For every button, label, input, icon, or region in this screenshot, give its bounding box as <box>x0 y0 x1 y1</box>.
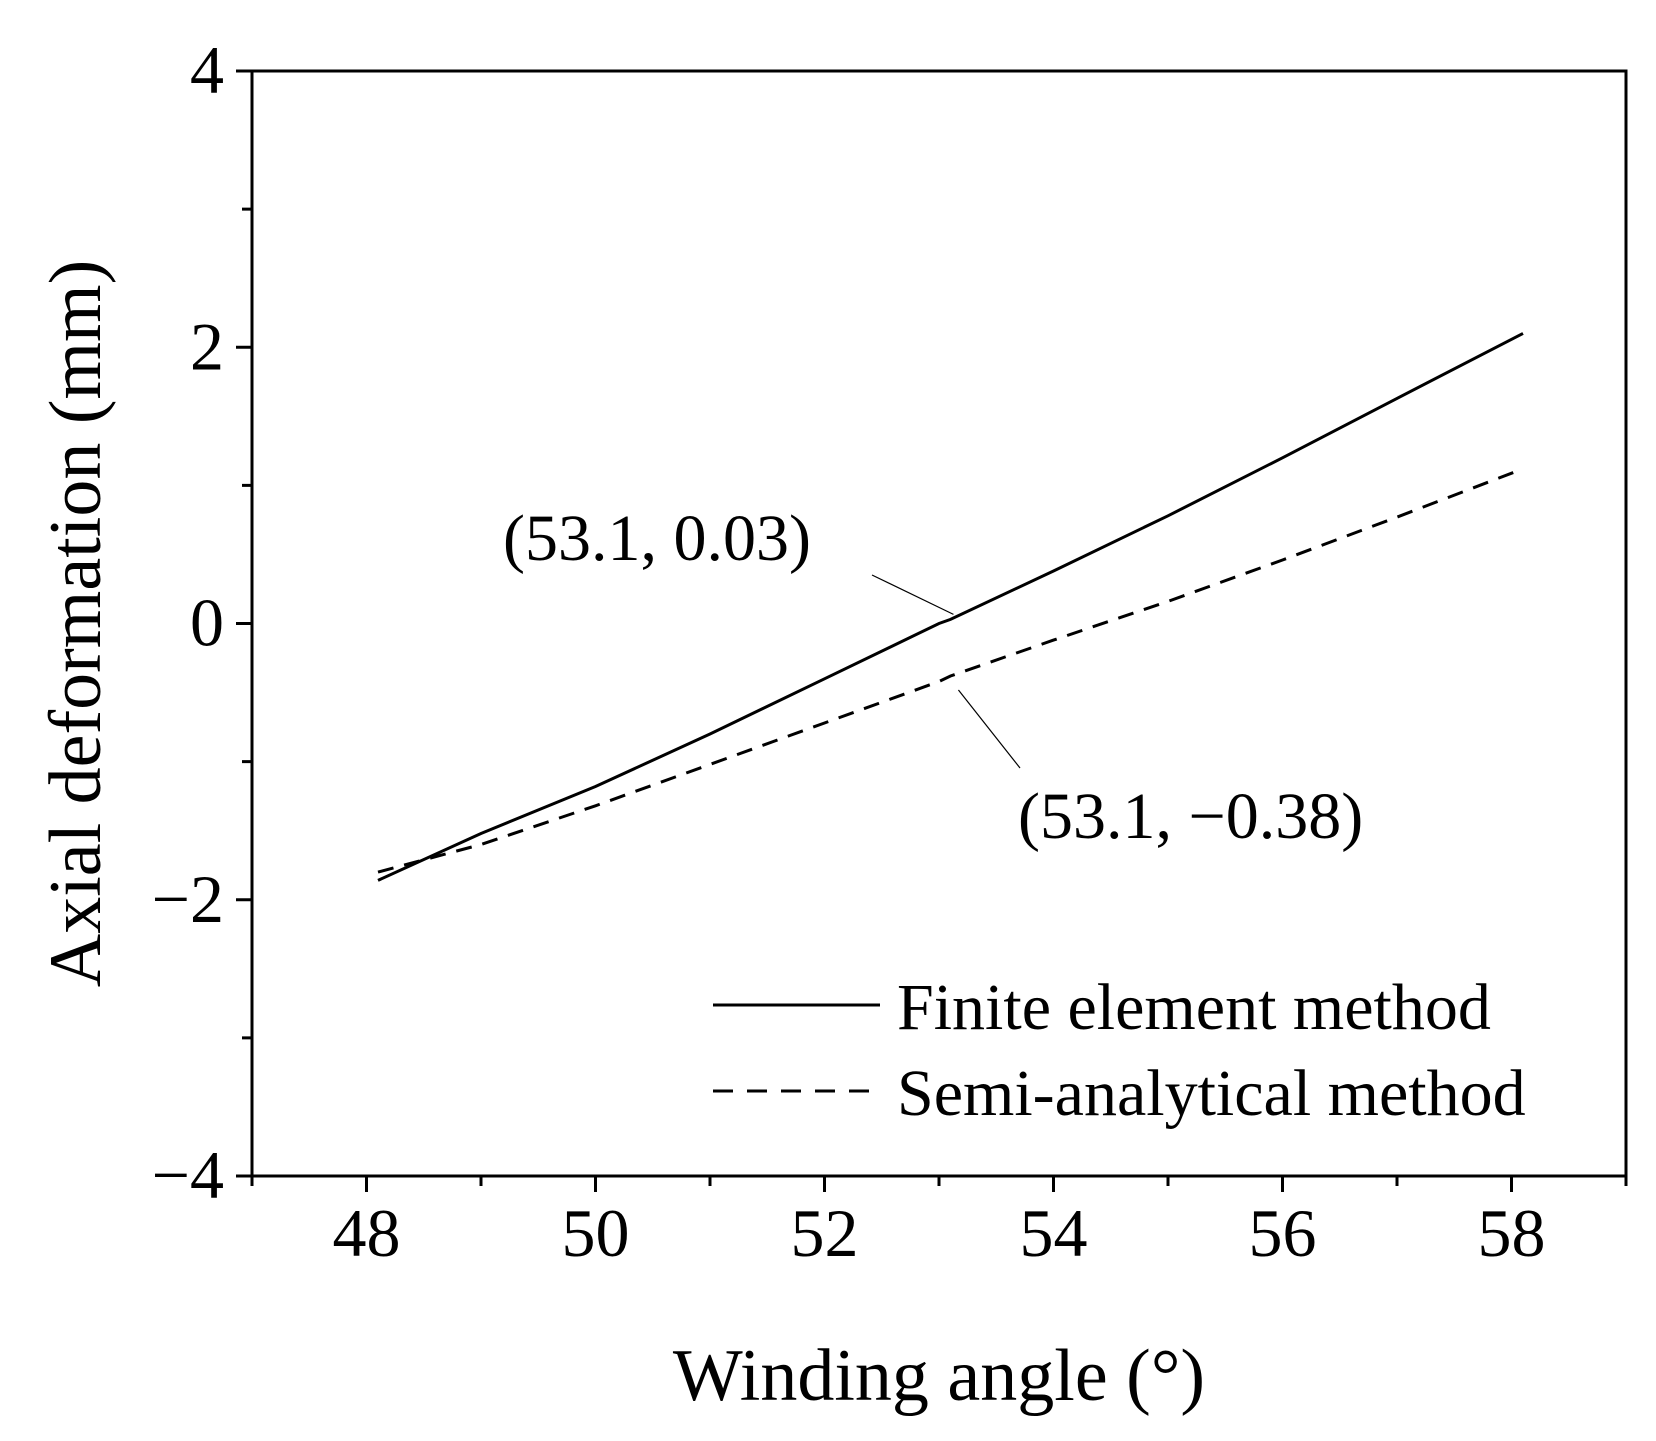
y-tick-label: −4 <box>152 1137 224 1213</box>
x-axis-title: Winding angle (°) <box>673 1335 1205 1417</box>
x-tick-label: 48 <box>333 1195 401 1271</box>
plot-frame <box>250 69 1628 1178</box>
annotation-leader-upper <box>871 574 954 615</box>
series-line-semi-analytical <box>377 467 1524 874</box>
annotation-leader-lower <box>957 689 1021 769</box>
annotation-label-lower: (53.1, −0.38) <box>1018 780 1363 853</box>
x-tick-label: 50 <box>562 1195 630 1271</box>
x-tick-label: 56 <box>1249 1195 1317 1271</box>
legend: Finite element method Semi-analytical me… <box>713 971 1526 1130</box>
y-tick-label: 0 <box>190 585 224 661</box>
series-line-finite-element <box>377 332 1524 882</box>
annotation-layer: (53.1, 0.03) (53.1, −0.38) <box>503 502 1363 853</box>
legend-label-semi-analytical: Semi-analytical method <box>897 1057 1526 1130</box>
y-tick-label: −2 <box>152 861 224 937</box>
y-tick-label: 4 <box>190 32 224 108</box>
y-tick-label: 2 <box>190 308 224 384</box>
x-tick-label: 52 <box>791 1195 859 1271</box>
x-tick-label: 54 <box>1020 1195 1088 1271</box>
series-layer <box>377 332 1524 882</box>
annotation-label-upper: (53.1, 0.03) <box>503 502 811 575</box>
x-tick-label: 58 <box>1478 1195 1546 1271</box>
legend-label-finite-element: Finite element method <box>897 971 1491 1044</box>
axis-ticks: 48 50 52 54 56 58 −4 −2 0 2 4 <box>152 32 1628 1271</box>
y-axis-title: Axial deformation (mm) <box>35 260 117 987</box>
